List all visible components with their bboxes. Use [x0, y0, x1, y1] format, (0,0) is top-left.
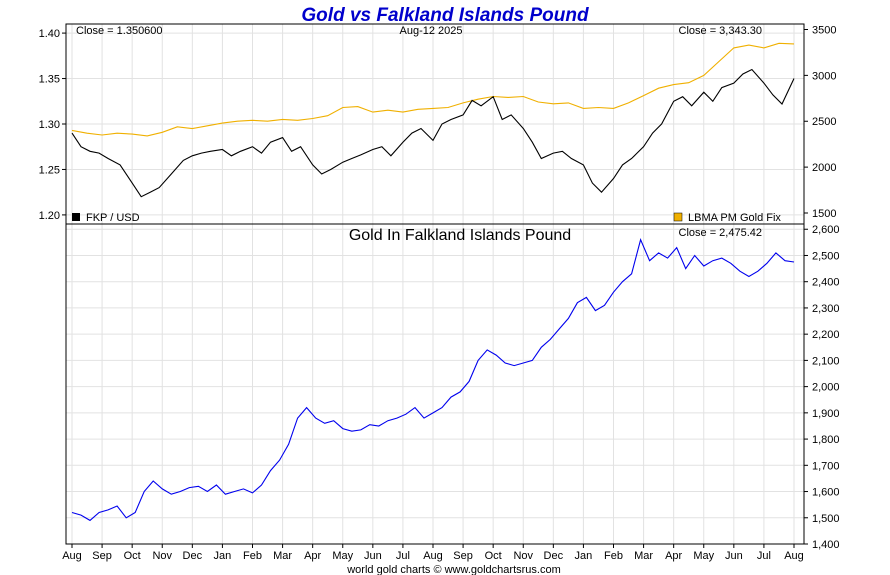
x-tick-label: Aug	[423, 550, 443, 562]
left-tick-label: 1.40	[39, 28, 60, 40]
x-tick-label: Jul	[757, 550, 771, 562]
x-tick-label: Sep	[92, 550, 112, 562]
x-tick-label: Jun	[725, 550, 743, 562]
bottom-right-tick-label: 1,400	[812, 539, 840, 551]
x-tick-label: Feb	[604, 550, 623, 562]
bottom-panel-grid	[66, 224, 804, 545]
fkp-usd-line	[71, 68, 795, 198]
x-tick-label: Mar	[273, 550, 292, 562]
bottom-right-tick-label: 1,500	[812, 513, 840, 525]
bottom-close-label: Close = 2,475.42	[679, 227, 762, 239]
footer-credit: world gold charts © www.goldchartsrus.co…	[346, 564, 561, 575]
x-tick-label: Oct	[485, 550, 502, 562]
left-tick-label: 1.35	[39, 74, 60, 86]
bottom-right-tick-label: 2,500	[812, 250, 840, 262]
bottom-right-tick-label: 1,600	[812, 487, 840, 499]
x-tick-label: Nov	[513, 550, 533, 562]
bottom-right-axis: 1,400 1,500 1,600 1,700 1,800 1,900 2,000 2,100…	[804, 224, 840, 551]
x-axis: Aug Sep Oct Nov Dec Jan Feb Mar Apr May Jun Jul Aug S…	[62, 544, 804, 562]
x-tick-label: May	[693, 550, 714, 562]
x-tick-label: Aug	[784, 550, 804, 562]
x-tick-label: Mar	[634, 550, 653, 562]
gold-close-label: Close = 3,343.30	[679, 25, 762, 37]
x-tick-label: Jul	[396, 550, 410, 562]
legend-fkp-label: FKP / USD	[86, 212, 140, 224]
left-tick-label: 1.30	[39, 119, 60, 131]
bottom-right-tick-label: 1,800	[812, 434, 840, 446]
x-tick-label: Jan	[575, 550, 593, 562]
legend-gold-label: LBMA PM Gold Fix	[688, 212, 781, 224]
top-panel-series	[71, 42, 795, 198]
legend-fkp-swatch	[72, 213, 80, 221]
bottom-right-tick-label: 2,000	[812, 382, 840, 394]
plot-frame	[65, 23, 805, 545]
bottom-right-tick-label: 1,700	[812, 460, 840, 472]
bottom-right-tick-label: 1,900	[812, 408, 840, 420]
chart-title: Gold vs Falkland Islands Pound	[301, 5, 589, 26]
right-tick-label: 3000	[812, 70, 836, 82]
x-tick-label: Jun	[364, 550, 382, 562]
right-tick-label: 1500	[812, 208, 836, 220]
left-tick-label: 1.20	[39, 210, 60, 222]
x-tick-label: Sep	[453, 550, 473, 562]
bottom-right-tick-label: 2,600	[812, 224, 840, 236]
legend-gold-swatch	[673, 212, 683, 222]
date-label: Aug-12 2025	[400, 25, 463, 37]
x-tick-label: Jan	[214, 550, 232, 562]
x-tick-label: May	[332, 550, 353, 562]
x-tick-label: Apr	[665, 550, 682, 562]
top-left-axis: 1.20 1.25 1.30 1.35 1.40	[39, 28, 66, 222]
bottom-right-tick-label: 2,300	[812, 303, 840, 315]
x-tick-label: Dec	[544, 550, 564, 562]
right-tick-label: 2000	[812, 162, 836, 174]
gold-in-fkp-line	[71, 238, 795, 522]
x-tick-label: Apr	[304, 550, 321, 562]
x-tick-label: Oct	[124, 550, 141, 562]
bottom-right-tick-label: 2,200	[812, 329, 840, 341]
left-tick-label: 1.25	[39, 164, 60, 176]
bottom-panel-title: Gold In Falkland Islands Pound	[349, 227, 571, 244]
top-panel-grid	[66, 24, 804, 224]
bottom-right-tick-label: 2,400	[812, 277, 840, 289]
gold-usd-line	[71, 42, 795, 137]
bottom-panel-series	[71, 238, 795, 522]
top-right-axis: 1500 2000 2500 3000 3500	[804, 25, 836, 220]
x-tick-label: Dec	[183, 550, 203, 562]
x-tick-label: Aug	[62, 550, 82, 562]
x-tick-label: Nov	[152, 550, 172, 562]
x-tick-label: Feb	[243, 550, 262, 562]
fkp-close-label: Close = 1.350600	[76, 25, 163, 37]
bottom-right-tick-label: 2,100	[812, 355, 840, 367]
right-tick-label: 2500	[812, 116, 836, 128]
right-tick-label: 3500	[812, 25, 836, 37]
